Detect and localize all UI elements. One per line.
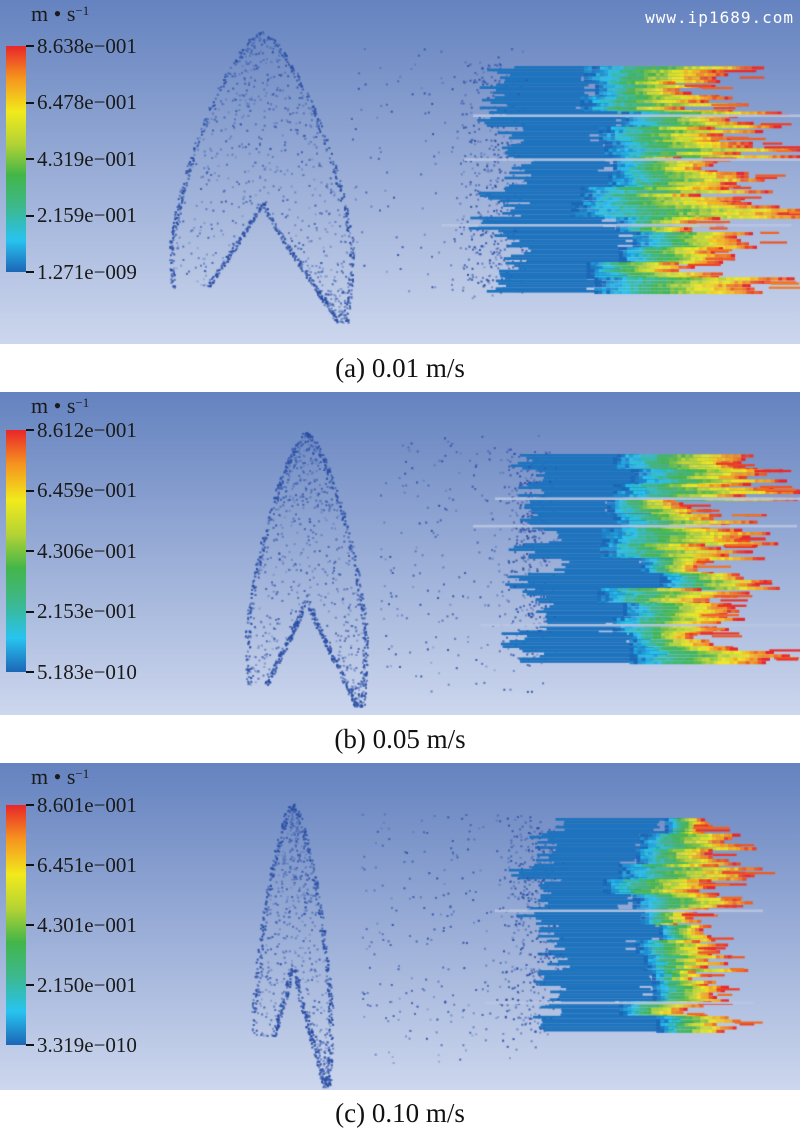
particle-field-canvas-a <box>0 0 800 344</box>
panel-c-velocity-field: m • s−1 8.601e−001 6.451e−001 4.301e−001… <box>0 763 800 1090</box>
tick-mark <box>26 214 34 217</box>
colorbar-ticks: 8.601e−001 6.451e−001 4.301e−001 2.150e−… <box>26 793 137 1057</box>
tick-mark <box>26 158 34 160</box>
tick-mark <box>26 864 34 866</box>
watermark: www.ip1689.com <box>645 8 794 27</box>
legend-unit-label: m • s−1 <box>31 1 89 27</box>
legend-unit-label: m • s−1 <box>31 764 89 790</box>
unit-text: m • s <box>31 1 76 26</box>
colorbar-tick: 2.159e−001 <box>26 203 137 228</box>
colorbar-tick: 8.601e−001 <box>26 793 137 817</box>
panel-a-velocity-field: m • s−1 8.638e−001 6.478e−001 4.319e−001… <box>0 0 800 344</box>
tick-mark <box>26 45 34 47</box>
tick-label: 4.301e−001 <box>37 912 137 937</box>
colorbar-tick: 2.150e−001 <box>26 973 137 997</box>
caption-strip-c: (c) 0.10 m/s <box>0 1090 800 1137</box>
tick-label: 2.153e−001 <box>37 599 137 623</box>
caption-strip-b: (b) 0.05 m/s <box>0 715 800 763</box>
tick-mark <box>26 610 34 613</box>
tick-label: 8.638e−001 <box>37 33 137 58</box>
tick-mark <box>26 804 34 806</box>
colorbar-tick: 1.271e−009 <box>26 260 137 284</box>
colorbar-tick: 3.319e−010 <box>26 1033 137 1057</box>
tick-label: 8.601e−001 <box>37 792 137 817</box>
figure-caption-b: (b) 0.05 m/s <box>334 723 466 754</box>
tick-label: 8.612e−001 <box>37 417 137 442</box>
unit-exponent: −1 <box>75 766 90 781</box>
tick-mark <box>26 924 34 926</box>
tick-label: 3.319e−010 <box>37 1032 137 1057</box>
colorbar-ticks: 8.638e−001 6.478e−001 4.319e−001 2.159e−… <box>26 34 137 284</box>
unit-exponent: −1 <box>75 3 90 18</box>
tick-mark <box>26 984 34 986</box>
tick-mark <box>26 101 34 104</box>
colorbar-ticks: 8.612e−001 6.459e−001 4.306e−001 2.153e−… <box>26 418 137 684</box>
tick-mark <box>26 489 34 492</box>
figure-caption-a: (a) 0.01 m/s <box>335 352 465 383</box>
colorbar-tick: 6.478e−001 <box>26 90 137 115</box>
tick-label: 2.150e−001 <box>37 972 137 997</box>
colorbar-tick: 2.153e−001 <box>26 599 137 624</box>
tick-mark <box>26 1044 34 1046</box>
particle-field-canvas-c <box>0 763 800 1090</box>
legend-unit-label: m • s−1 <box>31 393 89 419</box>
tick-label: 2.159e−001 <box>37 203 137 227</box>
tick-label: 1.271e−009 <box>37 259 137 284</box>
colorbar-tick: 4.319e−001 <box>26 147 137 171</box>
tick-mark <box>26 671 34 673</box>
tick-label: 4.319e−001 <box>37 146 137 171</box>
unit-exponent: −1 <box>75 395 90 410</box>
caption-strip-a: (a) 0.01 m/s <box>0 344 800 392</box>
colorbar-tick: 8.612e−001 <box>26 418 137 442</box>
colorbar-tick: 5.183e−010 <box>26 660 137 684</box>
colorbar-legend-a: m • s−1 8.638e−001 6.478e−001 4.319e−001… <box>0 0 200 344</box>
tick-label: 6.459e−001 <box>37 478 137 502</box>
panel-b-velocity-field: m • s−1 8.612e−001 6.459e−001 4.306e−001… <box>0 392 800 715</box>
tick-label: 6.478e−001 <box>37 90 137 114</box>
colorbar-tick: 6.451e−001 <box>26 853 137 877</box>
unit-text: m • s <box>31 393 76 418</box>
particle-field-canvas-b <box>0 392 800 715</box>
tick-label: 5.183e−010 <box>37 659 137 684</box>
colorbar-legend-b: m • s−1 8.612e−001 6.459e−001 4.306e−001… <box>0 392 200 715</box>
tick-mark <box>26 271 34 273</box>
tick-mark <box>26 550 34 552</box>
unit-text: m • s <box>31 764 76 789</box>
colorbar-tick: 8.638e−001 <box>26 34 137 58</box>
figure-caption-c: (c) 0.10 m/s <box>335 1098 465 1128</box>
colorbar <box>6 805 26 1045</box>
colorbar <box>6 46 26 272</box>
colorbar-tick: 4.306e−001 <box>26 539 137 563</box>
tick-label: 4.306e−001 <box>37 538 137 563</box>
tick-mark <box>26 429 34 431</box>
colorbar-legend-c: m • s−1 8.601e−001 6.451e−001 4.301e−001… <box>0 763 200 1090</box>
colorbar-tick: 6.459e−001 <box>26 478 137 503</box>
tick-label: 6.451e−001 <box>37 852 137 877</box>
colorbar <box>6 430 26 672</box>
colorbar-tick: 4.301e−001 <box>26 913 137 937</box>
